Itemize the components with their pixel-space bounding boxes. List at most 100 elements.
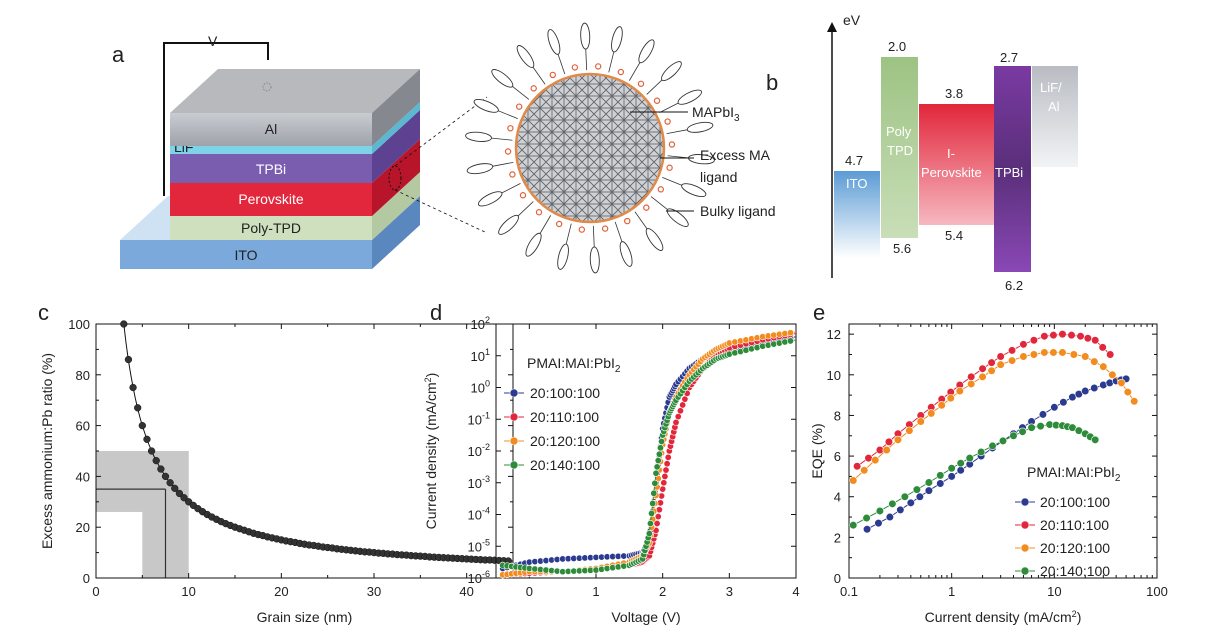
chart-e-legend-label: 20:120:100	[1040, 540, 1110, 556]
chart-c-y-tick-label: 60	[76, 419, 90, 434]
panel-e: e 0.1 1 10 100 0 2 4 6 8 10 12 20:100:100 20:110:100…	[809, 300, 1168, 625]
chart-e-point	[937, 401, 946, 410]
chart-e-point	[1117, 378, 1126, 388]
bulky-ligand-tail	[557, 53, 566, 75]
ma-ligand	[637, 80, 645, 87]
chart-e-legend-label: 20:110:100	[1040, 517, 1109, 533]
chart-e-legend-marker	[1020, 497, 1030, 507]
band-poly-tpd	[881, 57, 918, 238]
band-perovskite-name2: Perovskite	[921, 165, 982, 180]
chart-c-point	[120, 320, 128, 328]
bulky-ligand-tail	[585, 48, 588, 71]
chart-e-point	[1019, 340, 1028, 349]
poly-tpd-side-face	[372, 172, 420, 240]
highlight-horizontal-band	[96, 451, 189, 512]
chart-e-point	[978, 364, 987, 373]
band-poly-tpd-top: 2.0	[888, 39, 906, 54]
chart-e-point	[875, 506, 885, 516]
chart-e-point	[1090, 357, 1099, 366]
chart-e-point	[1091, 435, 1100, 444]
band-poly-tpd-name1: Poly	[886, 124, 912, 139]
chart-c-y-label: Excess ammonium:Pb ratio (%)	[39, 353, 55, 549]
chart-e-point	[912, 485, 921, 494]
chart-e-point	[853, 462, 862, 471]
band-lif-al	[1032, 66, 1078, 167]
bulky-ligand-tail	[500, 183, 521, 194]
nanocrystal	[514, 72, 666, 224]
chart-e-point	[1058, 330, 1067, 339]
chart-e-point	[888, 499, 897, 508]
bulky-ligand-tail	[608, 50, 615, 73]
annotation-ligand: ligand	[700, 169, 737, 185]
bulky-ligand-tail	[634, 211, 648, 230]
chart-e-point	[862, 525, 872, 534]
chart-e-point	[1007, 356, 1017, 365]
band-ito	[834, 171, 880, 258]
chart-c-point	[134, 404, 142, 412]
chart-c-x-tick-label: 30	[367, 584, 381, 599]
bulky-ligand-tail	[666, 129, 689, 134]
chart-e-point	[1049, 348, 1058, 357]
ma-ligand	[594, 63, 602, 70]
ma-ligand	[578, 226, 586, 233]
ma-ligand	[549, 71, 556, 79]
chart-e-point	[965, 454, 974, 463]
chart-d-legend-title: PMAI:MAI:PbI2	[527, 355, 621, 375]
bulky-ligand-head	[466, 163, 494, 175]
chart-d-legend-label: 20:140:100	[530, 457, 600, 473]
ma-ligand	[666, 164, 673, 171]
chart-c-y-tick-label: 20	[76, 520, 90, 535]
chart-c-point	[129, 383, 137, 392]
ma-ligand	[571, 64, 579, 71]
chart-e-point	[1076, 332, 1085, 341]
bulky-ligand-head	[477, 191, 503, 207]
bulky-ligand-tail	[592, 225, 595, 248]
ma-ligand	[653, 97, 661, 104]
chart-d-legend-label: 20:120:100	[530, 433, 600, 449]
bulky-ligand-tail	[539, 215, 552, 235]
al-contact-marker	[262, 82, 272, 92]
ma-ligand	[515, 103, 523, 110]
bulky-ligand-head	[580, 22, 591, 50]
chart-e-point	[1050, 403, 1059, 412]
chart-e-legend-marker	[1020, 520, 1030, 530]
chart-c-y-tick-label: 0	[83, 571, 90, 586]
chart-e-point	[924, 486, 933, 495]
chart-e-point	[1009, 431, 1018, 440]
chart-d-point	[645, 530, 653, 538]
chart-e-legend-marker	[1020, 566, 1030, 576]
chart-e-y-tick-label: 0	[834, 571, 841, 586]
chart-e-point	[906, 498, 915, 507]
band-ito-name: ITO	[846, 176, 867, 191]
ma-ligand	[530, 85, 537, 92]
chart-d-point	[646, 519, 654, 527]
chart-c-point	[157, 465, 165, 473]
ito-side-face	[372, 196, 420, 269]
chart-e-point	[978, 372, 987, 381]
chart-e-point	[936, 471, 945, 480]
chart-e-point	[956, 459, 965, 468]
chart-d-point	[679, 401, 687, 409]
chart-e-point	[862, 513, 871, 523]
chart-e-point	[947, 472, 956, 481]
ma-ligand	[601, 225, 609, 232]
zoom-line-top	[394, 96, 488, 167]
chart-e-x-tick-label: 10	[1047, 584, 1061, 599]
chart-d-y-tick-label: 10-3	[468, 474, 490, 491]
bulky-ligand-head	[661, 61, 682, 82]
ma-ligand	[668, 141, 676, 148]
chart-e-point	[1027, 423, 1036, 432]
bulky-ligand-head	[666, 208, 689, 227]
band-perovskite-name1: I-	[947, 146, 955, 161]
chart-e-point	[882, 445, 891, 455]
chart-e-point	[955, 386, 964, 396]
band-tpbi-bottom: 6.2	[1005, 278, 1023, 293]
chart-d-point	[655, 450, 663, 458]
chart-c-point	[166, 479, 174, 487]
chart-e-point	[1040, 332, 1049, 341]
chart-c-point	[143, 435, 151, 443]
chart-d-x-label: Voltage (V)	[611, 609, 680, 625]
bulky-ligand-head	[686, 121, 714, 133]
bulky-ligand-tail	[565, 223, 572, 246]
